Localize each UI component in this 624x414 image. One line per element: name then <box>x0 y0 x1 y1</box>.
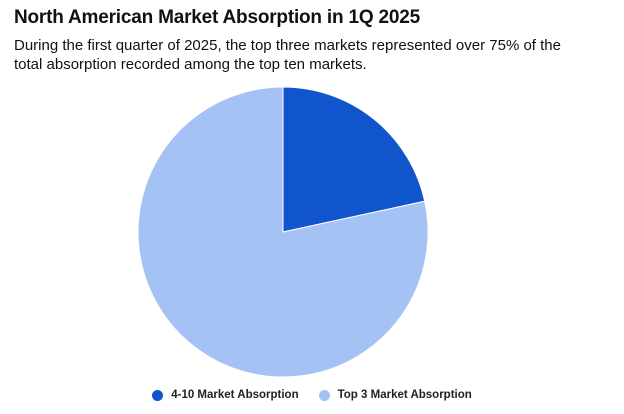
legend-label-top-3: Top 3 Market Absorption <box>337 389 472 401</box>
legend-label-4-10: 4-10 Market Absorption <box>171 389 299 401</box>
chart-subtitle: During the first quarter of 2025, the to… <box>14 37 561 73</box>
pie-slice-4-10 <box>282 86 426 233</box>
legend-swatch-4-10 <box>152 389 164 401</box>
legend-item-4-10: 4-10 Market Absorption <box>152 389 299 401</box>
legend-swatch-top-3 <box>318 389 330 401</box>
pie-slice-top-3 <box>137 86 429 378</box>
chart-title: North American Market Absorption in 1Q 2… <box>14 7 420 28</box>
legend: 4-10 Market Absorption Top 3 Market Abso… <box>0 386 624 404</box>
legend-item-top-3: Top 3 Market Absorption <box>318 389 472 401</box>
